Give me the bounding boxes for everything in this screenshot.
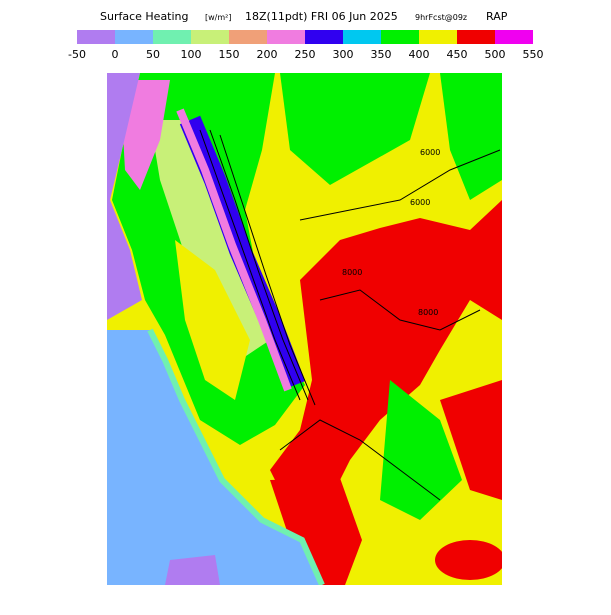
colorbar-box [229,30,267,44]
colorbar-tick-label: 300 [333,48,354,61]
colorbar-tick-label: -50 [68,48,86,61]
colorbar-tick-label: 150 [219,48,240,61]
contour [199,129,301,401]
region [440,73,502,200]
valid-time: 18Z(11pdt) FRI 06 Jun 2025 [245,10,398,23]
forecast: 9hrFcst@09z [415,13,467,22]
coast-band [147,328,325,585]
region [120,80,170,190]
colorbar-tick-label: 100 [181,48,202,61]
contour [319,289,481,331]
region [270,478,362,585]
contour [279,419,441,501]
contour [299,149,501,221]
contour-label: 6000 [420,148,440,157]
region [270,200,502,510]
colorbar-box [457,30,495,44]
colorbar-box [343,30,381,44]
colorbar-tick-label: 500 [485,48,506,61]
region [280,73,430,185]
colorbar-box [381,30,419,44]
region [107,73,142,320]
colorbar-box [153,30,191,44]
colorbar-box [115,30,153,44]
region [175,240,250,400]
map: 6000 6000 8000 8000 [107,73,502,585]
colorbar-tick-label: 550 [523,48,544,61]
colorbar-tick-label: 400 [409,48,430,61]
colorbar-box [191,30,229,44]
title-text: Surface Heating [100,10,189,23]
units: [w/m²] [205,13,231,22]
mountain-band [176,108,292,392]
region [435,540,502,580]
title: Surface Heating [w/m²] 18Z(11pdt) FRI 06… [100,10,508,23]
colorbar-box [419,30,457,44]
region [165,555,220,585]
contour-label: 6000 [410,198,430,207]
region [380,380,462,520]
contour [209,129,309,401]
colorbar-box [305,30,343,44]
colorbar-tick-label: 450 [447,48,468,61]
contour [219,134,316,406]
contour-label: 8000 [418,308,438,317]
colorbar-tick-label: 350 [371,48,392,61]
colorbar-box [495,30,533,44]
colorbar-tick-label: 200 [257,48,278,61]
contours [199,129,501,501]
ocean [107,330,322,585]
mountain-band [179,115,306,389]
colorbar-tick-label: 0 [112,48,119,61]
colorbar-tick-label: 250 [295,48,316,61]
colorbar-box [267,30,305,44]
colorbar-tick-label: 50 [146,48,160,61]
contour-label: 8000 [342,268,362,277]
colorbar-box [77,30,115,44]
region [440,380,502,500]
region [150,120,270,360]
model: RAP [486,10,508,23]
colorbar: -50 0 50 100 150 200 250 300 350 400 450 500 550 [68,30,544,61]
